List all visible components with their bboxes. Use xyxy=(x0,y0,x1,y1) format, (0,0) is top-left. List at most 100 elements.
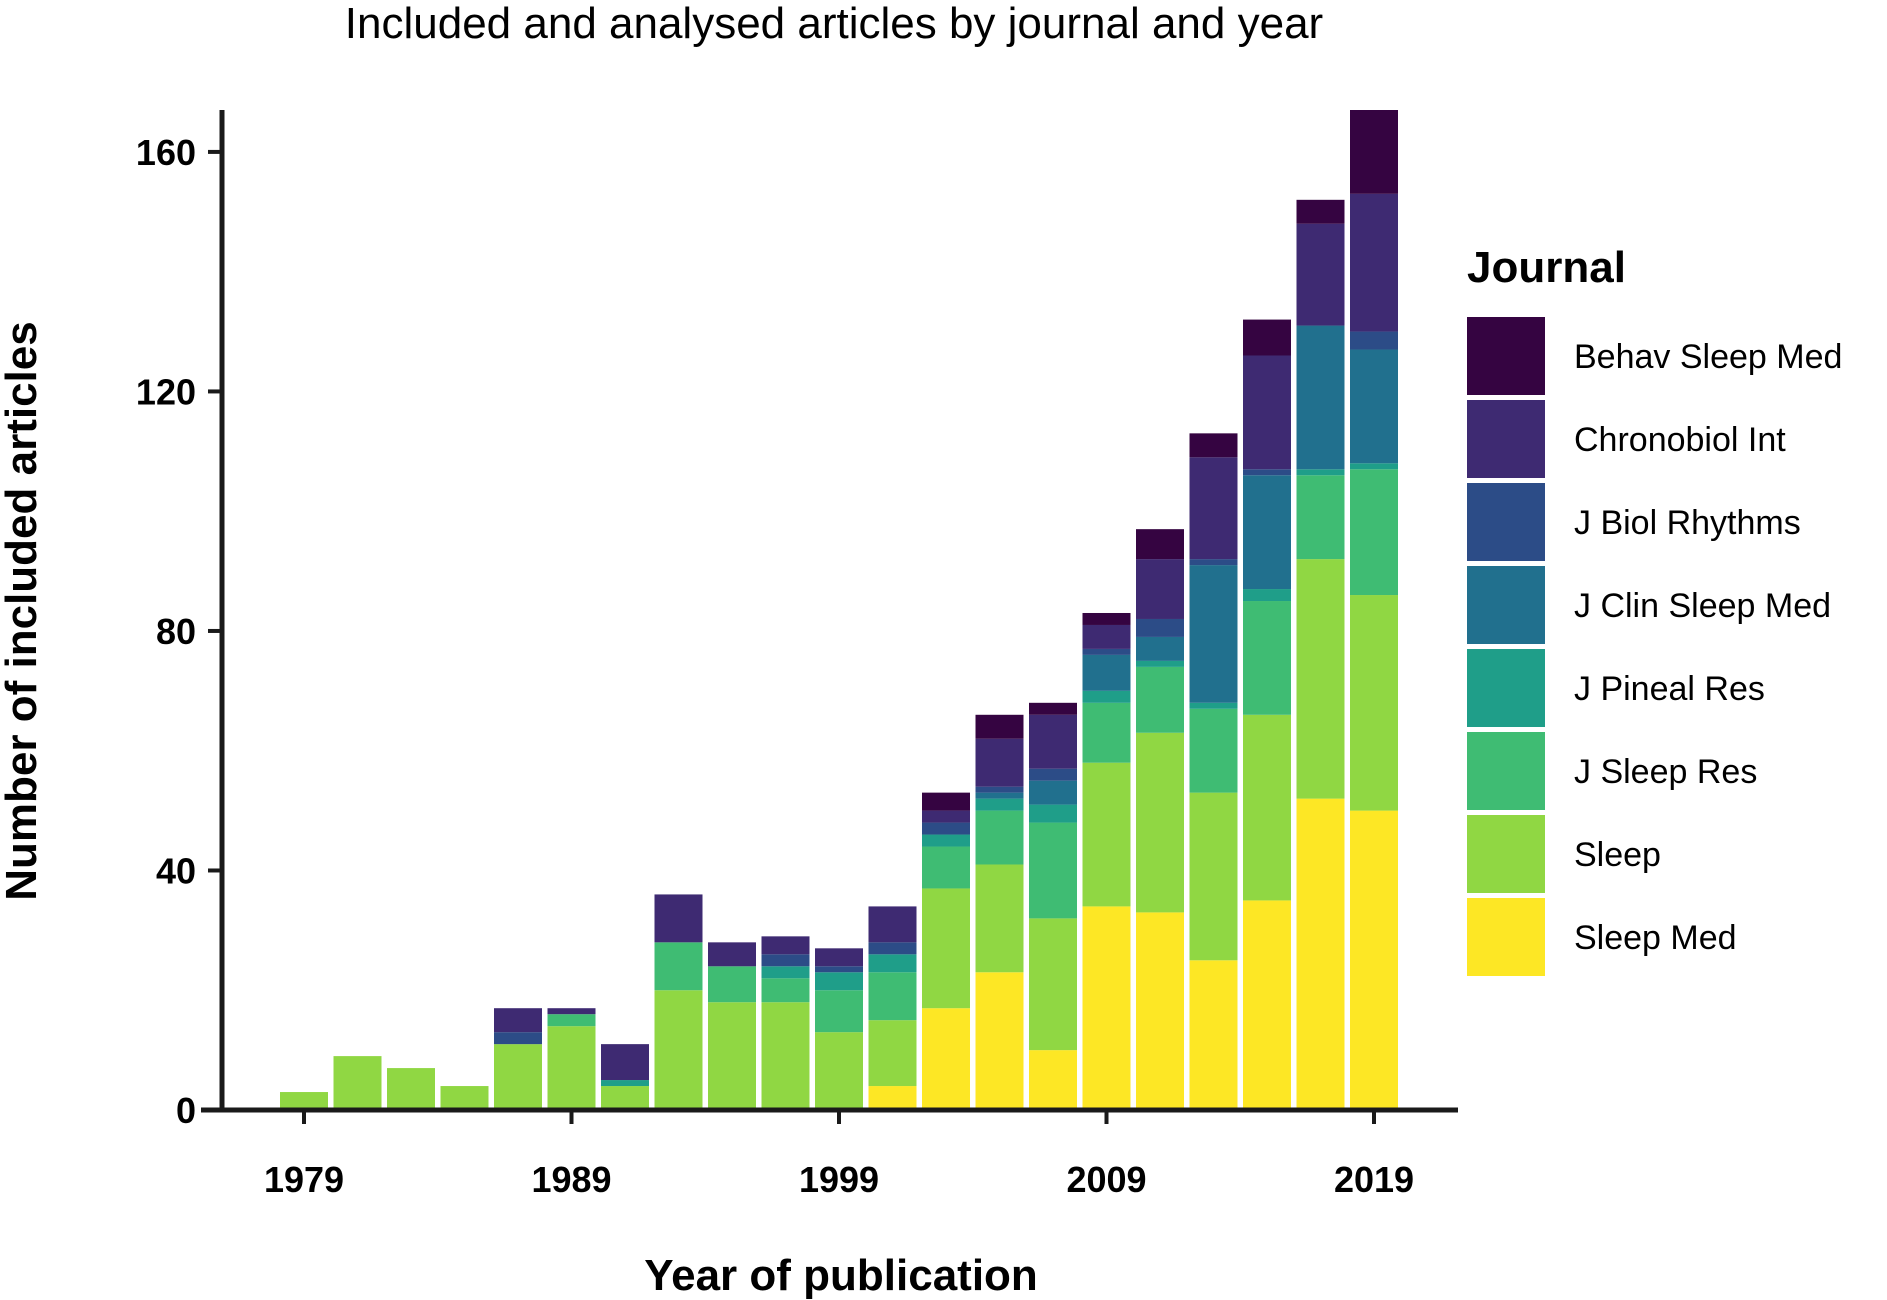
legend: Journal Behav Sleep Med Chronobiol Int J B… xyxy=(1467,243,1842,976)
bar-segment-2009-j-sleep-res xyxy=(1082,702,1131,763)
legend-swatch-sleep xyxy=(1467,815,1545,893)
y-tick-label: 40 xyxy=(156,850,196,891)
x-tick-label: 1979 xyxy=(264,1159,344,1200)
bar-segment-1993-chronobiol-int xyxy=(654,894,703,943)
bar-segment-2009-j-clin-sleep-med xyxy=(1082,654,1131,691)
bar-segment-2015-j-biol-rhythms xyxy=(1243,469,1291,476)
bar-segment-2011-j-sleep-res xyxy=(1136,666,1184,733)
legend-label-j-biol-rhythms: J Biol Rhythms xyxy=(1574,504,1801,542)
bar-segment-2015-sleep xyxy=(1243,714,1291,901)
bar-segment-2003-sleep xyxy=(922,888,970,1009)
legend-swatch-j-sleep-res xyxy=(1467,732,1545,810)
bar-segment-2007-chronobiol-int xyxy=(1029,714,1077,769)
bar-segment-2015-sleep-med xyxy=(1243,900,1291,1110)
bar-segment-2003-chronobiol-int xyxy=(922,810,970,823)
bar-segment-2017-sleep-med xyxy=(1296,798,1345,1110)
bar-segment-2001-j-sleep-res xyxy=(868,972,917,1021)
bar-segment-2007-j-pineal-res xyxy=(1029,804,1077,823)
bar-segment-2009-j-biol-rhythms xyxy=(1082,648,1131,655)
bar-segment-2013-behav-sleep-med xyxy=(1189,433,1238,458)
bar-segment-1995-j-sleep-res xyxy=(708,966,756,1003)
bar-segment-1989-sleep xyxy=(547,1026,596,1110)
bar-segment-2017-j-sleep-res xyxy=(1296,475,1345,560)
x-tick-label: 2009 xyxy=(1066,1159,1146,1200)
bar-segment-2003-behav-sleep-med xyxy=(922,792,970,811)
bar-segment-1995-sleep xyxy=(708,1002,756,1110)
bar-segment-1999-sleep xyxy=(815,1032,863,1110)
bar-segment-2015-j-clin-sleep-med xyxy=(1243,475,1291,590)
x-axis-title: Year of publication xyxy=(644,1251,1038,1300)
bar-segment-2009-chronobiol-int xyxy=(1082,624,1131,649)
bar-segment-2013-sleep xyxy=(1189,792,1238,961)
bar-segment-1987-sleep xyxy=(494,1044,542,1110)
bar-segment-2001-sleep xyxy=(868,1020,917,1087)
legend-label-j-clin-sleep-med: J Clin Sleep Med xyxy=(1574,587,1831,625)
x-tick-label: 1999 xyxy=(799,1159,879,1200)
axes-group: 0 40 80 120 160 1979 1989 1999 2009 2019 xyxy=(136,110,1458,1200)
bar-segment-2013-j-biol-rhythms xyxy=(1189,559,1238,566)
bar-segment-1989-chronobiol-int xyxy=(547,1008,596,1015)
bar-segment-2003-j-sleep-res xyxy=(922,846,970,889)
legend-swatch-behav-sleep-med xyxy=(1467,317,1545,395)
legend-label-sleep: Sleep xyxy=(1574,836,1661,874)
bar-segment-2019-sleep-med xyxy=(1350,810,1398,1110)
bar-segment-2009-sleep-med xyxy=(1082,906,1131,1110)
legend-swatch-sleep-med xyxy=(1467,898,1545,976)
bar-segment-2017-j-clin-sleep-med xyxy=(1296,325,1345,470)
bar-segment-2019-sleep xyxy=(1350,595,1398,811)
bar-segment-1999-j-biol-rhythms xyxy=(815,966,863,973)
bar-segment-1999-j-pineal-res xyxy=(815,972,863,991)
chart-title: Included and analysed articles by journa… xyxy=(345,0,1323,48)
bar-segment-2011-sleep xyxy=(1136,732,1184,913)
x-tick-label: 1989 xyxy=(531,1159,611,1200)
bar-segment-2013-j-sleep-res xyxy=(1189,708,1238,793)
bar-segment-1987-j-biol-rhythms xyxy=(494,1032,542,1045)
bar-segment-2005-j-pineal-res xyxy=(975,798,1024,811)
bar-segment-2017-sleep xyxy=(1296,559,1345,799)
bar-segment-2011-chronobiol-int xyxy=(1136,559,1184,619)
x-tick-label: 2019 xyxy=(1334,1159,1414,1200)
legend-label-behav-sleep-med: Behav Sleep Med xyxy=(1574,338,1842,376)
bar-segment-2007-sleep xyxy=(1029,918,1077,1051)
bar-segment-2013-chronobiol-int xyxy=(1189,457,1238,560)
bar-segment-2011-behav-sleep-med xyxy=(1136,529,1184,560)
bar-segment-2019-j-sleep-res xyxy=(1350,469,1398,596)
bar-segment-1997-j-pineal-res xyxy=(761,966,810,979)
bar-segment-2007-sleep-med xyxy=(1029,1050,1077,1110)
bar-segment-2005-sleep-med xyxy=(975,972,1024,1110)
bar-segment-2013-sleep-med xyxy=(1189,960,1238,1110)
bar-segment-2001-sleep-med xyxy=(868,1086,917,1110)
bar-segment-2009-behav-sleep-med xyxy=(1082,612,1131,625)
bar-segment-2009-sleep xyxy=(1082,762,1131,907)
bar-segment-1991-chronobiol-int xyxy=(601,1044,649,1081)
bar-segment-2013-j-clin-sleep-med xyxy=(1189,565,1238,703)
bar-segment-2015-chronobiol-int xyxy=(1243,355,1291,470)
legend-label-j-sleep-res: J Sleep Res xyxy=(1574,753,1757,791)
bar-segment-2011-j-clin-sleep-med xyxy=(1136,636,1184,661)
bar-segment-1997-chronobiol-int xyxy=(761,936,810,955)
bar-segment-2011-sleep-med xyxy=(1136,912,1184,1110)
bar-segment-1995-chronobiol-int xyxy=(708,942,756,967)
bar-segment-2003-j-biol-rhythms xyxy=(922,822,970,835)
y-axis-title: Number of included articles xyxy=(0,321,46,900)
bar-segment-1979-sleep xyxy=(280,1092,328,1110)
bar-segment-1991-j-pineal-res xyxy=(601,1080,649,1087)
bar-segment-2007-behav-sleep-med xyxy=(1029,702,1077,715)
bar-segment-1997-sleep xyxy=(761,1002,810,1110)
bar-segment-1997-j-biol-rhythms xyxy=(761,954,810,967)
bar-segment-1983-sleep xyxy=(387,1068,435,1110)
legend-title: Journal xyxy=(1467,243,1626,292)
bar-segment-2005-j-sleep-res xyxy=(975,810,1024,865)
bar-segment-2019-j-clin-sleep-med xyxy=(1350,349,1398,464)
bar-segment-2003-j-pineal-res xyxy=(922,834,970,847)
legend-swatch-j-biol-rhythms xyxy=(1467,483,1545,561)
bar-segment-2017-j-pineal-res xyxy=(1296,469,1345,476)
bar-segment-2013-j-pineal-res xyxy=(1189,702,1238,709)
bars-group xyxy=(280,110,1398,1110)
bar-segment-2005-chronobiol-int xyxy=(975,738,1024,787)
bar-segment-2017-chronobiol-int xyxy=(1296,223,1345,326)
bar-segment-1985-sleep xyxy=(440,1086,489,1110)
bar-segment-2005-j-biol-rhythms xyxy=(975,786,1024,793)
bar-segment-2015-behav-sleep-med xyxy=(1243,319,1291,356)
bar-segment-2001-chronobiol-int xyxy=(868,906,917,943)
